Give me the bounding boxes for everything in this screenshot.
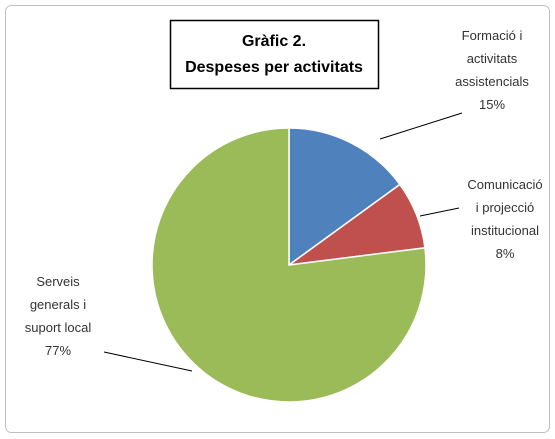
label-line: suport local (25, 320, 92, 335)
label-line: institucional (471, 223, 539, 238)
label-line: activitats (467, 51, 518, 66)
label-line: Formació i (462, 28, 523, 43)
title-box (169, 19, 380, 90)
value-label: 77% (45, 343, 71, 358)
leader-line (379, 112, 463, 140)
label-line: Serveis (36, 274, 80, 289)
value-label: 8% (496, 246, 515, 261)
slice-label: Formació i activitats assistencials (455, 28, 529, 89)
pie-slice (288, 127, 401, 267)
chart-subtitle: Despeses per activitats (185, 59, 363, 76)
label-line: Comunicació (467, 177, 542, 192)
leader-line (419, 207, 460, 217)
chart-title: Gràfic 2. (242, 33, 306, 50)
pie-slice (151, 127, 427, 403)
label-line: generals i (30, 297, 86, 312)
slice-label: Serveis generals i suport local (25, 274, 92, 335)
slice-label: Comunicació i projecció institucional (467, 177, 542, 238)
value-label: 15% (479, 97, 505, 112)
label-line: i projecció (476, 200, 535, 215)
leader-line (103, 351, 193, 372)
label-line: assistencials (455, 74, 529, 89)
